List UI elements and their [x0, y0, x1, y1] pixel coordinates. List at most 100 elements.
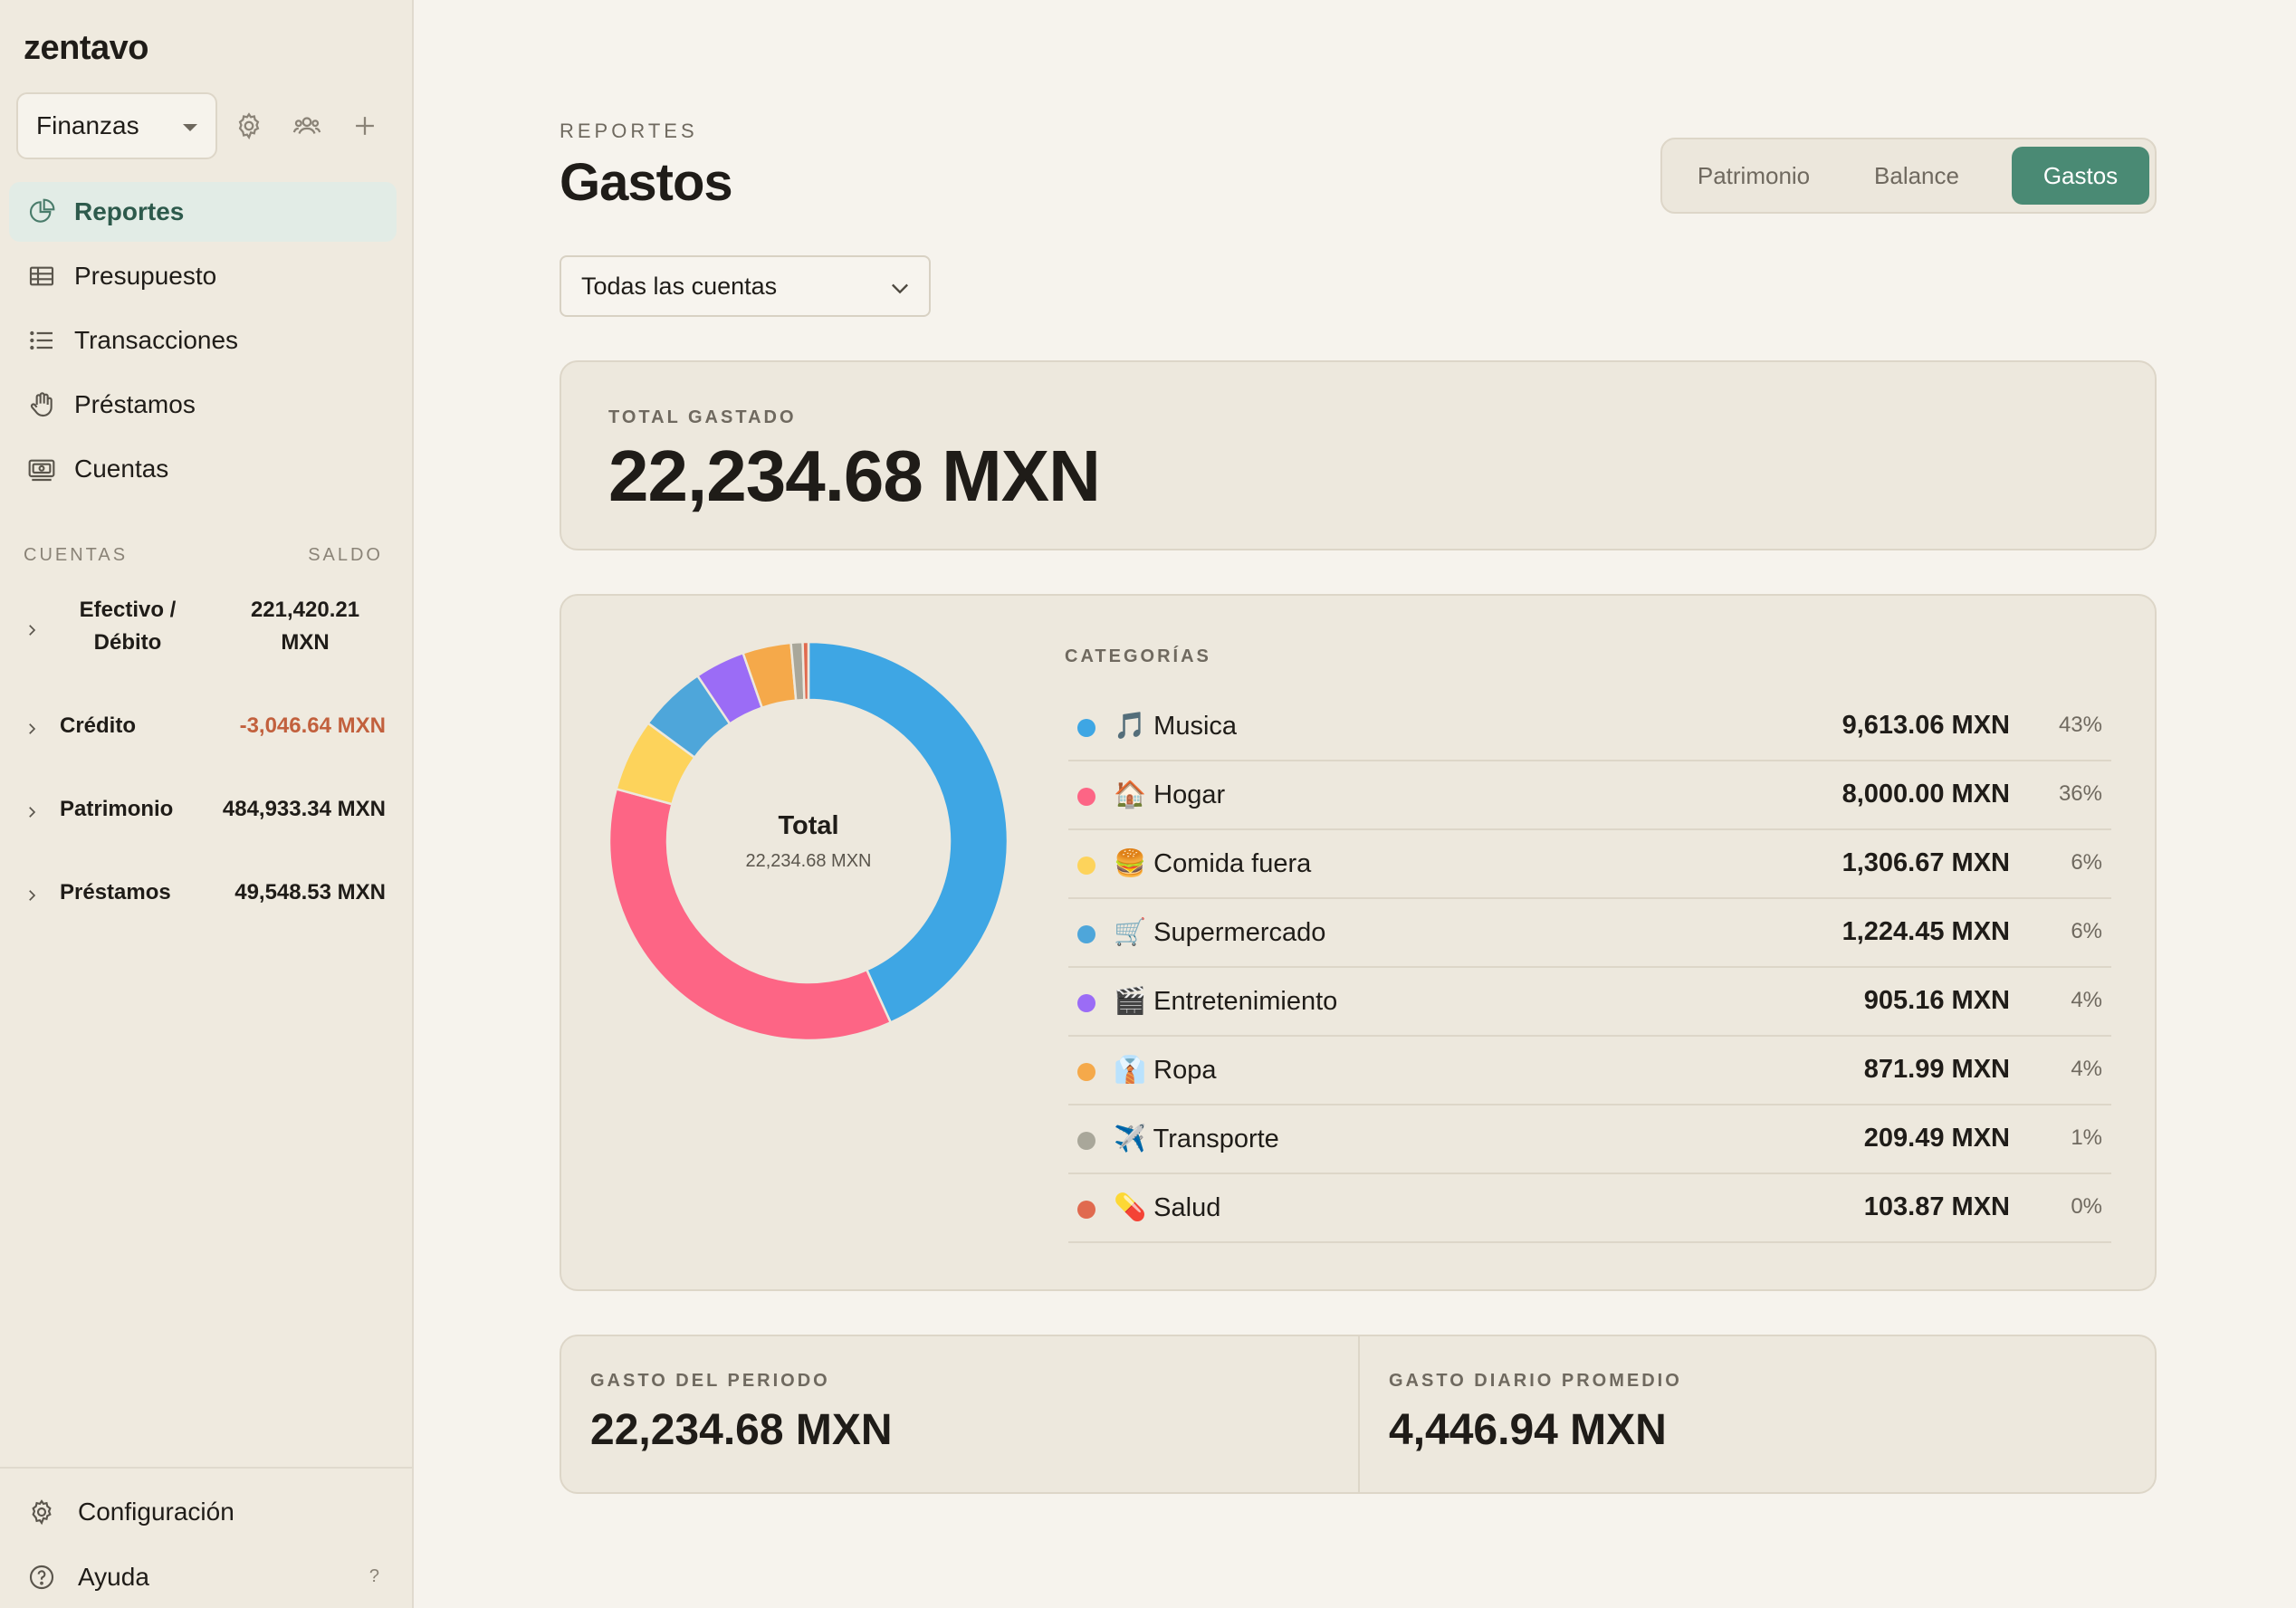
tab-patrimonio[interactable]: Patrimonio: [1697, 162, 1811, 189]
account-row-credito[interactable]: Crédito -3,046.64 MXN: [24, 713, 386, 741]
account-name: Patrimonio: [60, 797, 174, 821]
category-row[interactable]: 🎬 Entretenimiento 905.16 MXN 4%: [1068, 968, 2111, 1037]
category-row[interactable]: 🏠 Hogar 8,000.00 MXN 36%: [1068, 761, 2111, 830]
category-color-dot: [1077, 1063, 1095, 1081]
account-name: Préstamos: [60, 880, 171, 904]
category-amount: 1,306.67 MXN: [1842, 848, 2010, 877]
accounts-header: CUENTAS: [24, 545, 129, 565]
workspace-select[interactable]: Finanzas: [16, 92, 217, 159]
users-icon[interactable]: [292, 110, 322, 141]
category-row[interactable]: 🎵 Musica 9,613.06 MXN 43%: [1068, 693, 2111, 761]
caret-down-icon: [183, 124, 197, 131]
category-name: 🍔 Comida fuera: [1114, 849, 1312, 878]
account-name: Crédito: [60, 713, 136, 738]
brand-logo: zentavo: [24, 29, 148, 67]
donut-slice-1[interactable]: [608, 787, 893, 1041]
account-filter-select[interactable]: Todas las cuentas: [560, 255, 931, 317]
chevron-right-icon: [24, 801, 40, 818]
donut-center-label: Total: [778, 811, 839, 840]
nav-presupuesto-label: Presupuesto: [74, 262, 217, 290]
chevron-right-icon: [24, 718, 40, 734]
account-filter-value: Todas las cuentas: [581, 272, 778, 300]
period-stats-card: GASTO DEL PERIODO 22,234.68 MXN GASTO DI…: [560, 1335, 2157, 1494]
category-row[interactable]: 🍔 Comida fuera 1,306.67 MXN 6%: [1068, 830, 2111, 899]
category-color-dot: [1077, 857, 1095, 875]
nav-transacciones-label: Transacciones: [74, 326, 239, 354]
category-percent: 1%: [2071, 1125, 2102, 1150]
category-name: 🏠 Hogar: [1114, 780, 1226, 809]
category-percent: 36%: [2058, 781, 2102, 806]
nav-configuracion-label: Configuración: [78, 1498, 234, 1526]
category-amount: 871.99 MXN: [1863, 1055, 2010, 1084]
account-balance: 49,548.53 MXN: [234, 880, 386, 904]
categories-card: Total 22,234.68 MXN CATEGORÍAS 🎵 Musica 9…: [560, 594, 2157, 1291]
category-color-dot: [1077, 788, 1095, 806]
category-color-dot: [1077, 1201, 1095, 1219]
nav-presupuesto[interactable]: Presupuesto: [9, 246, 397, 306]
plus-icon[interactable]: [349, 110, 380, 141]
donut-center-value: 22,234.68 MXN: [745, 851, 872, 871]
nav-ayuda-label: Ayuda: [78, 1563, 149, 1591]
period-spend-label: GASTO DEL PERIODO: [590, 1371, 830, 1391]
total-spent-label: TOTAL GASTADO: [608, 407, 797, 427]
category-percent: 6%: [2071, 919, 2102, 943]
tab-balance[interactable]: Balance: [1874, 162, 1959, 189]
nav-cuentas[interactable]: Cuentas: [9, 439, 397, 499]
spending-donut-chart: [608, 641, 1009, 1041]
category-row[interactable]: ✈️ Transporte 209.49 MXN 1%: [1068, 1106, 2111, 1174]
category-percent: 6%: [2071, 850, 2102, 875]
chevron-down-icon: [887, 275, 913, 301]
period-spend-value: 22,234.68 MXN: [590, 1406, 893, 1454]
nav-cuentas-label: Cuentas: [74, 455, 169, 483]
sidebar-footer-divider: [0, 1467, 414, 1469]
category-amount: 209.49 MXN: [1863, 1124, 2010, 1153]
account-row-prestamos[interactable]: Préstamos 49,548.53 MXN: [24, 880, 386, 907]
category-row[interactable]: 🛒 Supermercado 1,224.45 MXN 6%: [1068, 899, 2111, 968]
chevron-right-icon: [24, 619, 40, 636]
account-balance: 221,420.21 MXN: [250, 598, 360, 655]
tab-gastos[interactable]: Gastos: [2012, 147, 2149, 205]
category-row[interactable]: 👔 Ropa 871.99 MXN 4%: [1068, 1037, 2111, 1106]
category-color-dot: [1077, 994, 1095, 1012]
category-percent: 43%: [2058, 713, 2102, 737]
sidebar: zentavo Finanzas Reportes Presupuesto: [0, 0, 414, 1608]
list-icon: [27, 326, 56, 355]
account-name: Efectivo / Débito: [79, 598, 177, 655]
balance-header: SALDO: [308, 545, 383, 565]
account-row-efectivo[interactable]: Efectivo / Débito 221,420.21 MXN: [24, 594, 386, 663]
nav-reportes-label: Reportes: [74, 197, 185, 225]
report-tabs: Patrimonio Balance Gastos: [1660, 138, 2157, 214]
category-amount: 905.16 MXN: [1863, 986, 2010, 1015]
category-name: 👔 Ropa: [1114, 1056, 1217, 1085]
account-balance: 484,933.34 MXN: [222, 797, 386, 821]
category-row[interactable]: 💊 Salud 103.87 MXN 0%: [1068, 1174, 2111, 1243]
stats-divider: [1358, 1336, 1360, 1492]
nav-prestamos-label: Préstamos: [74, 390, 196, 418]
nav-prestamos[interactable]: Préstamos: [9, 375, 397, 435]
nav-reportes[interactable]: Reportes: [9, 182, 397, 242]
category-name: 💊 Salud: [1114, 1193, 1221, 1222]
category-percent: 4%: [2071, 1057, 2102, 1081]
chevron-right-icon: [24, 885, 40, 901]
hand-icon: [27, 390, 56, 419]
donut-slice-0[interactable]: [807, 641, 1009, 1025]
category-percent: 0%: [2071, 1194, 2102, 1219]
account-row-patrimonio[interactable]: Patrimonio 484,933.34 MXN: [24, 797, 386, 824]
workspace-name: Finanzas: [36, 111, 139, 139]
category-amount: 8,000.00 MXN: [1842, 780, 2010, 809]
page-title: Gastos: [560, 153, 733, 212]
category-color-dot: [1077, 925, 1095, 943]
nav-transacciones[interactable]: Transacciones: [9, 311, 397, 370]
nav-configuracion[interactable]: Configuración: [27, 1498, 234, 1527]
donut-slice-7[interactable]: [801, 641, 810, 702]
category-name: 🎬 Entretenimiento: [1114, 987, 1338, 1016]
banknote-icon: [27, 455, 56, 483]
help-circle-icon: [27, 1563, 56, 1592]
gear-icon[interactable]: [234, 110, 264, 141]
category-name: ✈️ Transporte: [1114, 1125, 1279, 1153]
categories-title: CATEGORÍAS: [1065, 646, 1211, 666]
category-name: 🛒 Supermercado: [1114, 918, 1326, 947]
nav-ayuda[interactable]: Ayuda: [27, 1563, 149, 1592]
pie-chart-icon: [27, 197, 56, 226]
